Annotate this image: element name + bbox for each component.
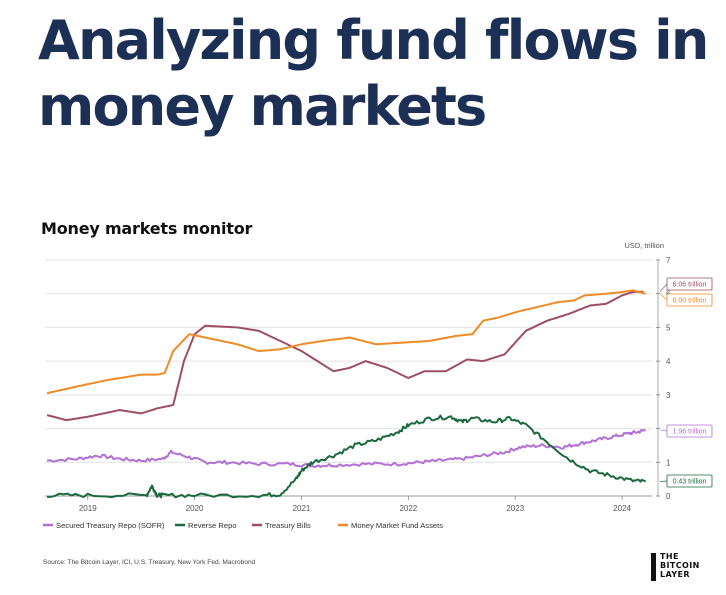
- logo-word-layer: LAYER: [660, 570, 690, 579]
- legend-label-0: Secured Treasury Repo (SOFR): [56, 521, 165, 530]
- bitcoin-layer-logo: THE BITCOIN LAYER: [651, 551, 721, 591]
- series-line-0: [46, 429, 647, 469]
- value-label-1: 0.43 trillion: [673, 479, 707, 486]
- value-label-leader-2: [659, 283, 668, 292]
- value-label-leader-0: [659, 429, 668, 432]
- value-label-leader-3: [659, 293, 668, 301]
- x-tick-label-2023: 2023: [506, 504, 524, 513]
- y-tick-label-3: 3: [666, 391, 671, 400]
- headline-line-2: money markets: [38, 75, 487, 138]
- value-label-0: 1.96 trillion: [673, 429, 707, 436]
- value-label-leader-1: [659, 480, 668, 482]
- series-line-2: [46, 290, 644, 422]
- legend-label-2: Treasury Bills: [265, 521, 311, 530]
- x-tick-label-2024: 2024: [613, 504, 631, 513]
- series-line-3: [46, 289, 646, 395]
- y-axis-label: USD, trillion: [624, 241, 664, 250]
- x-tick-label-2021: 2021: [293, 504, 311, 513]
- x-tick-label-2020: 2020: [186, 504, 204, 513]
- legend-label-1: Reverse Repo: [188, 521, 237, 530]
- value-label-3: 6.00 trillion: [673, 298, 707, 305]
- value-label-2: 6.06 trillion: [673, 282, 707, 289]
- chart-title: Money markets monitor: [41, 219, 253, 238]
- series-line-1: [47, 414, 647, 499]
- y-tick-label-4: 4: [666, 357, 671, 366]
- headline-line-1: Analyzing fund flows in: [38, 9, 709, 72]
- x-tick-label-2019: 2019: [79, 504, 97, 513]
- legend-label-3: Money Market Fund Assets: [351, 521, 443, 530]
- logo-bar-icon: [651, 553, 656, 581]
- logo-word-bitcoin: BITCOIN: [660, 561, 700, 570]
- logo-word-the: THE: [660, 552, 679, 561]
- headline: Analyzing fund flows in money markets: [38, 8, 709, 140]
- x-tick-label-2022: 2022: [399, 504, 417, 513]
- y-tick-label-7: 7: [666, 256, 671, 265]
- y-tick-label-5: 5: [666, 323, 671, 332]
- y-tick-label-0: 0: [666, 492, 671, 501]
- source-note: Source: The Bitcoin Layer, ICI, U.S. Tre…: [43, 559, 256, 566]
- y-tick-label-1: 1: [666, 458, 671, 467]
